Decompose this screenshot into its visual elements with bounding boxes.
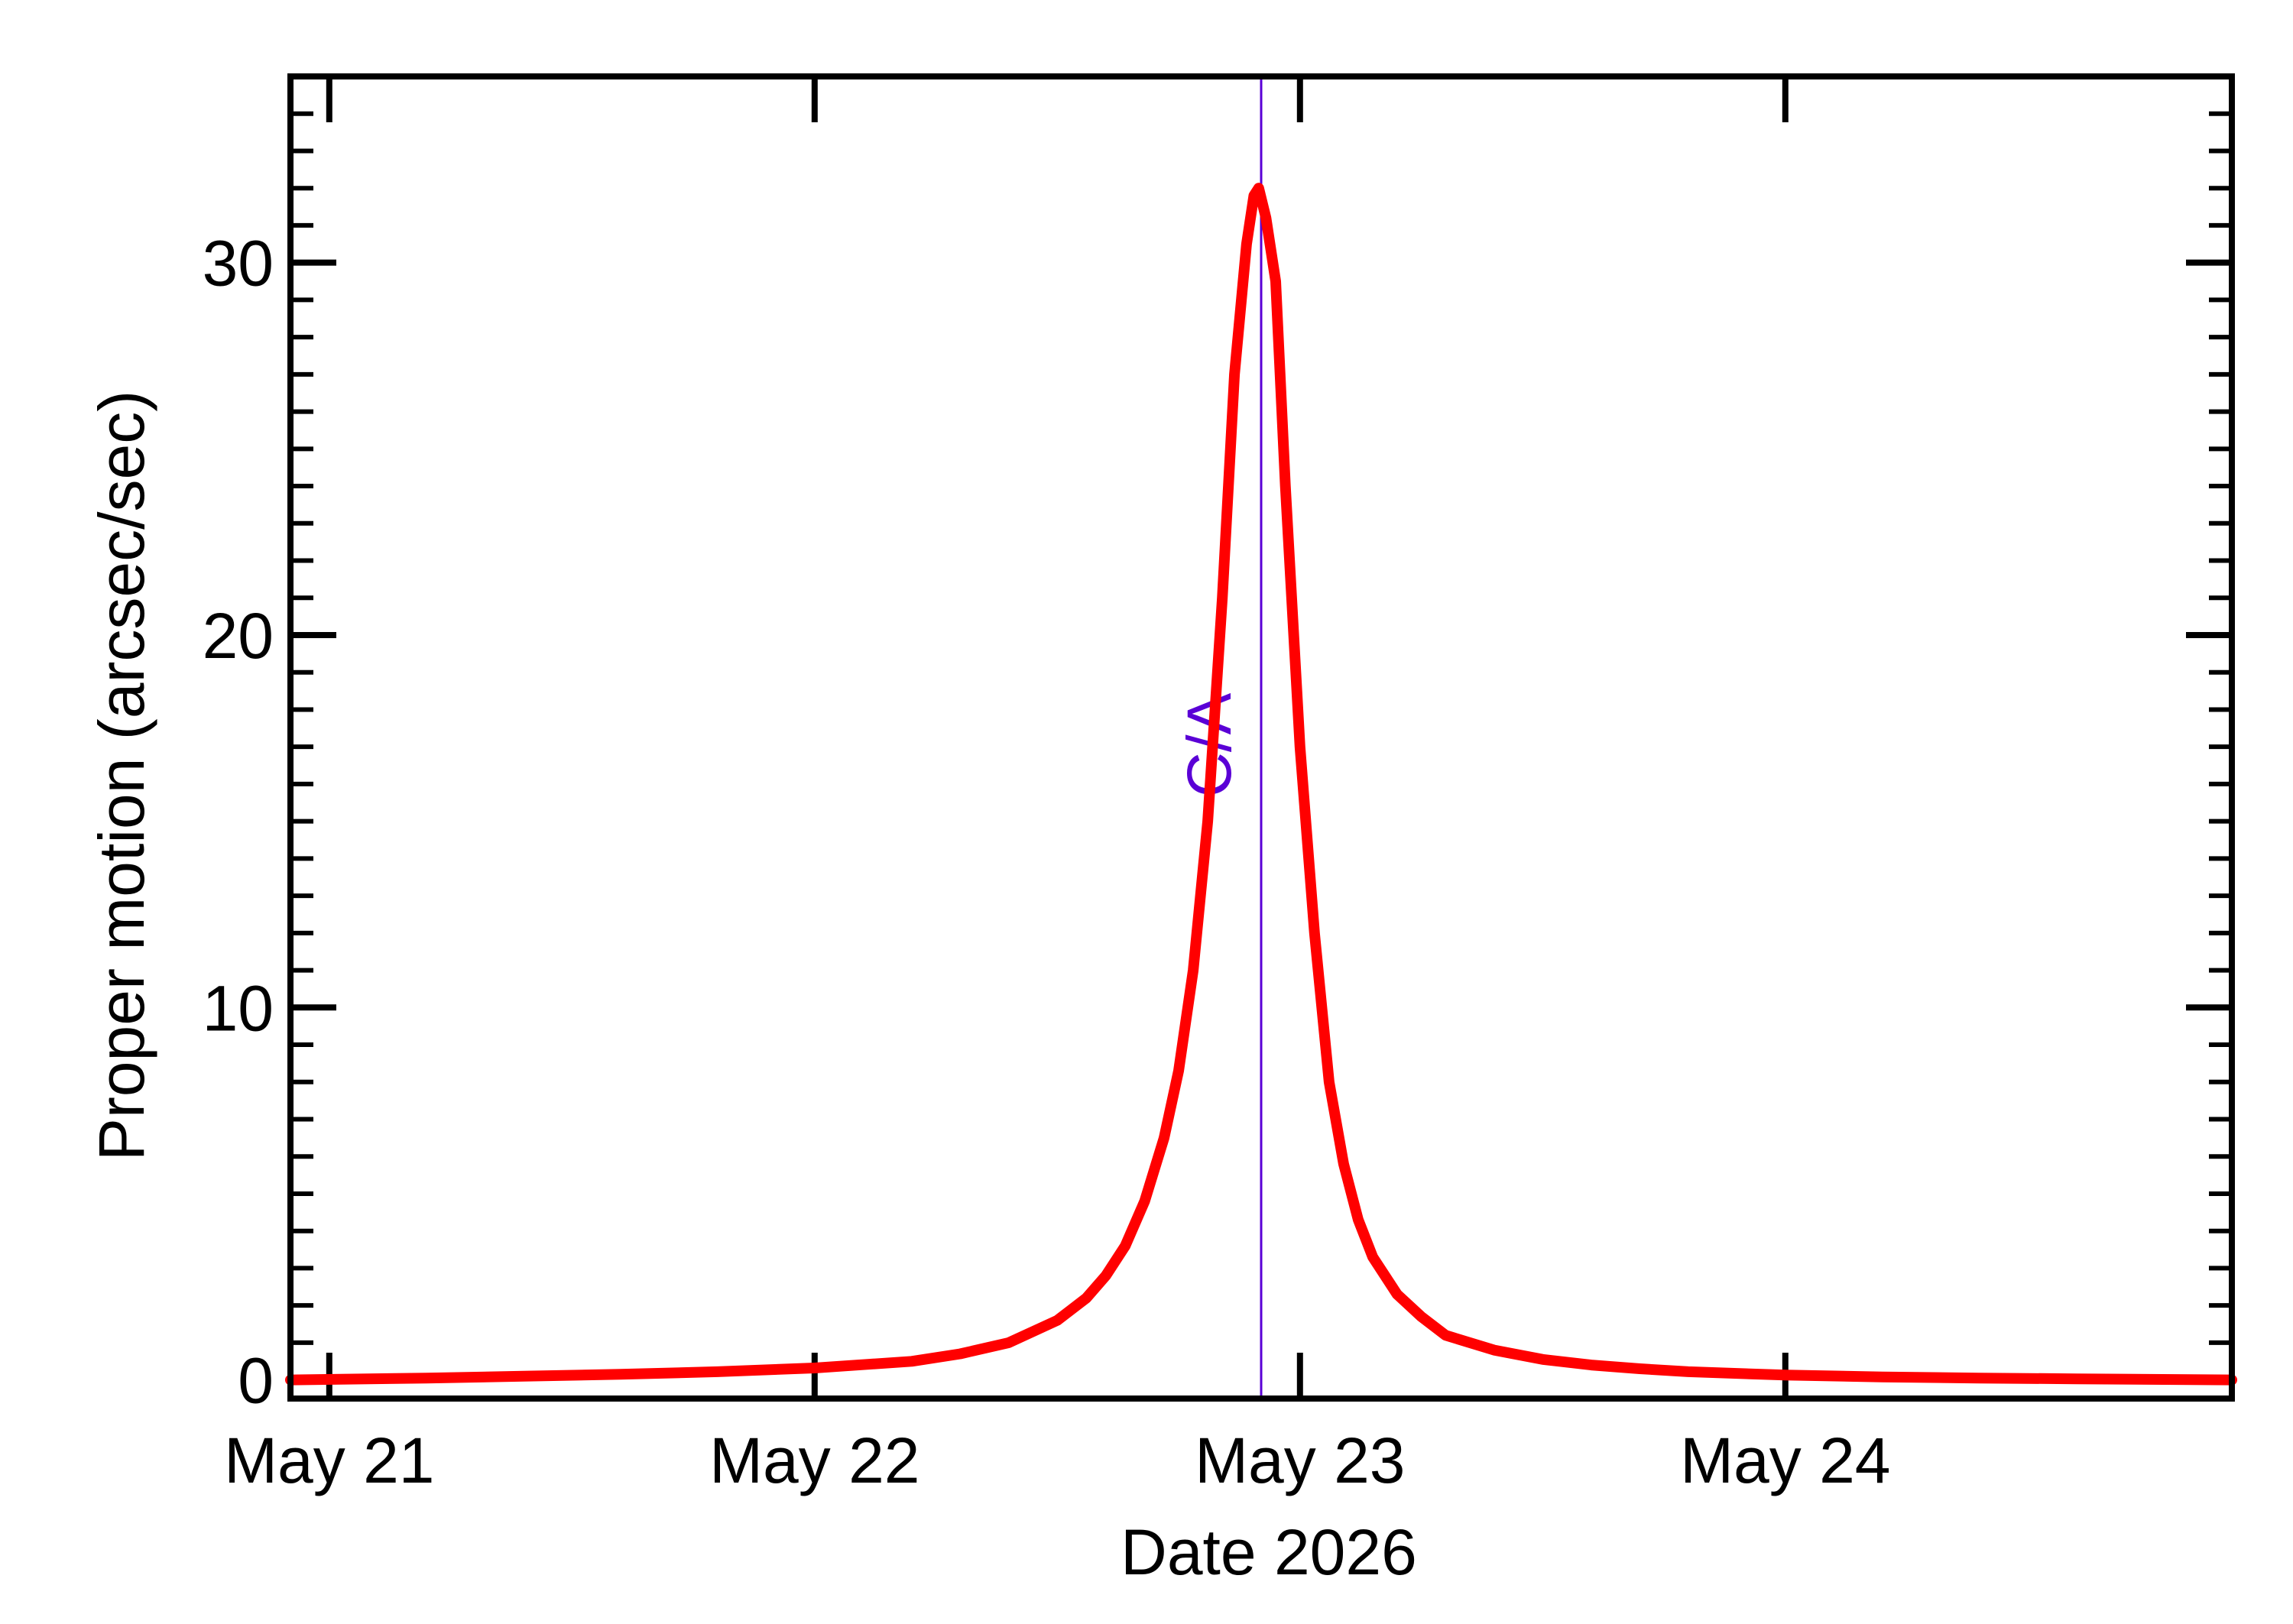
proper-motion-series-line: [285, 183, 2237, 1386]
plot-area: C/A: [285, 76, 2237, 1399]
minor-ticks: [290, 74, 2232, 1345]
x-tick-label: May 24: [1680, 1425, 1890, 1496]
y-axis-title: Proper motion (arcsec/sec): [86, 391, 157, 1161]
y-tick-label: 0: [238, 1345, 274, 1417]
tick-labels: 0 10 20 30 May 21 May 22 May 23 May 24: [203, 228, 1891, 1496]
x-tick-label: May 22: [709, 1425, 919, 1496]
x-tick-label: May 21: [224, 1425, 434, 1496]
x-tick-label: May 23: [1195, 1425, 1405, 1496]
x-axis-title: Date 2026: [1121, 1516, 1417, 1588]
y-tick-label: 10: [203, 972, 274, 1044]
plot-frame: [287, 73, 2235, 1402]
y-tick-label: 30: [203, 228, 274, 300]
y-tick-label: 20: [203, 600, 274, 672]
